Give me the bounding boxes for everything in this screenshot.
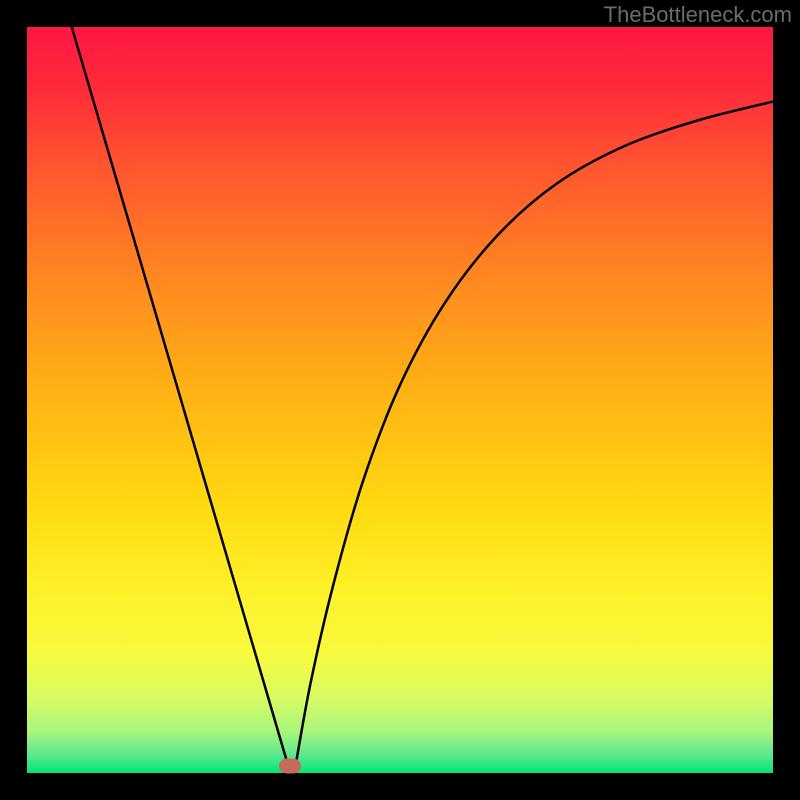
chart-curve xyxy=(27,27,773,773)
minimum-marker xyxy=(279,758,301,773)
chart-frame: TheBottleneck.com xyxy=(0,0,800,800)
watermark-text: TheBottleneck.com xyxy=(604,2,792,28)
plot-area xyxy=(27,27,773,773)
